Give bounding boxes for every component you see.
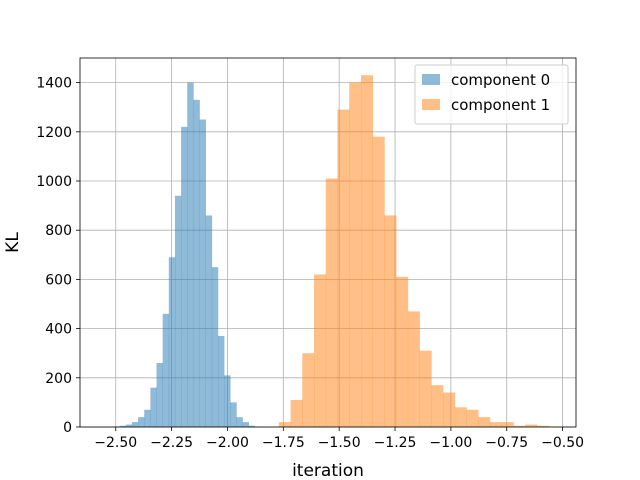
- histogram-bar-component-1: [325, 178, 338, 427]
- histogram-bar-component-0: [193, 99, 200, 427]
- histogram-bar-component-0: [224, 375, 231, 427]
- histogram-bar-component-0: [125, 424, 133, 427]
- histogram-bar-component-1: [525, 424, 538, 427]
- histogram-bar-component-0: [156, 363, 163, 427]
- histogram-bar-component-0: [187, 82, 194, 427]
- histogram-bar-component-1: [278, 422, 291, 427]
- y-tick-label: 1400: [36, 76, 72, 92]
- y-tick-label: 600: [45, 272, 72, 288]
- histogram-bar-component-0: [230, 402, 237, 427]
- histogram-bar-component-1: [396, 276, 409, 427]
- histogram-bar-component-0: [248, 425, 256, 427]
- histogram-bar-component-0: [205, 215, 213, 427]
- plot-frame: [79, 57, 577, 428]
- histogram-bar-component-0: [181, 126, 188, 427]
- x-tick-label: −0.50: [541, 435, 584, 451]
- x-tick-label: −2.00: [206, 435, 249, 451]
- histogram-bar-component-0: [236, 417, 243, 427]
- x-axis-ticks: −2.50 −2.25 −2.00 −1.75 −1.50 −1.25 −1.00 −0.75…: [94, 427, 584, 451]
- y-tick-label: 1000: [36, 174, 72, 190]
- histogram-bar-component-0: [144, 409, 151, 427]
- histogram-bar-component-1: [360, 75, 373, 427]
- y-axis-ticks: 0 200 400 600 800 1000 1200 1400: [36, 76, 80, 436]
- y-tick-label: 800: [45, 223, 72, 239]
- histogram-bar-component-0: [168, 257, 176, 427]
- y-tick-label: 200: [45, 371, 72, 387]
- legend: component 0 component 1: [414, 64, 569, 125]
- histogram-bar-component-1: [513, 425, 526, 427]
- histogram-bar-component-1: [501, 422, 514, 427]
- y-tick-label: 400: [45, 322, 72, 338]
- histogram-bar-component-1: [431, 385, 444, 427]
- histogram-bar-component-0: [199, 119, 206, 427]
- histogram-bar-component-0: [150, 387, 157, 427]
- histogram-bar-component-0: [138, 417, 145, 427]
- histogram-bar-component-0: [174, 195, 182, 427]
- histogram-bar-component-1: [337, 109, 350, 427]
- histogram-bar-component-1: [443, 392, 456, 427]
- x-tick-label: −1.50: [318, 435, 361, 451]
- histogram-bar-component-0: [119, 425, 127, 427]
- x-tick-label: −2.50: [94, 435, 137, 451]
- y-tick-label: 1200: [36, 125, 72, 141]
- histogram-bar-component-0: [217, 335, 225, 427]
- histogram-bar-component-0: [242, 422, 249, 427]
- histogram-bar-component-1: [536, 425, 549, 427]
- histogram-bar-component-1: [489, 422, 503, 427]
- histogram-bar-component-1: [302, 353, 315, 427]
- histogram-bar-component-1: [384, 215, 397, 427]
- histogram-bar-component-1: [478, 417, 491, 427]
- histogram-bar-component-1: [372, 136, 385, 427]
- x-tick-label: −1.25: [374, 435, 417, 451]
- histogram-bar-component-1: [454, 407, 467, 427]
- histogram-bars: [113, 75, 561, 427]
- histogram-bar-component-0: [131, 422, 139, 427]
- histogram-bar-component-1: [314, 274, 327, 427]
- x-tick-label: −1.75: [262, 435, 305, 451]
- legend-label-component-0: component 0: [451, 71, 550, 89]
- histogram-bar-component-1: [407, 311, 420, 427]
- histogram-bar-component-0: [211, 267, 219, 427]
- histogram-bar-component-1: [290, 399, 303, 427]
- histogram-bar-component-1: [466, 409, 479, 427]
- histogram-bar-component-0: [162, 313, 170, 427]
- legend-swatch-component-1: [422, 99, 440, 110]
- histogram-bar-component-1: [419, 350, 432, 427]
- x-tick-label: −0.75: [485, 435, 528, 451]
- x-axis-label: iteration: [292, 461, 364, 480]
- legend-box: [414, 64, 569, 125]
- x-tick-label: −2.25: [150, 435, 193, 451]
- y-tick-label: 0: [63, 420, 72, 436]
- y-axis-label: KL: [3, 232, 23, 253]
- histogram-bar-component-1: [349, 82, 362, 427]
- x-tick-label: −1.00: [429, 435, 472, 451]
- legend-label-component-1: component 1: [451, 96, 550, 114]
- legend-swatch-component-0: [422, 74, 440, 85]
